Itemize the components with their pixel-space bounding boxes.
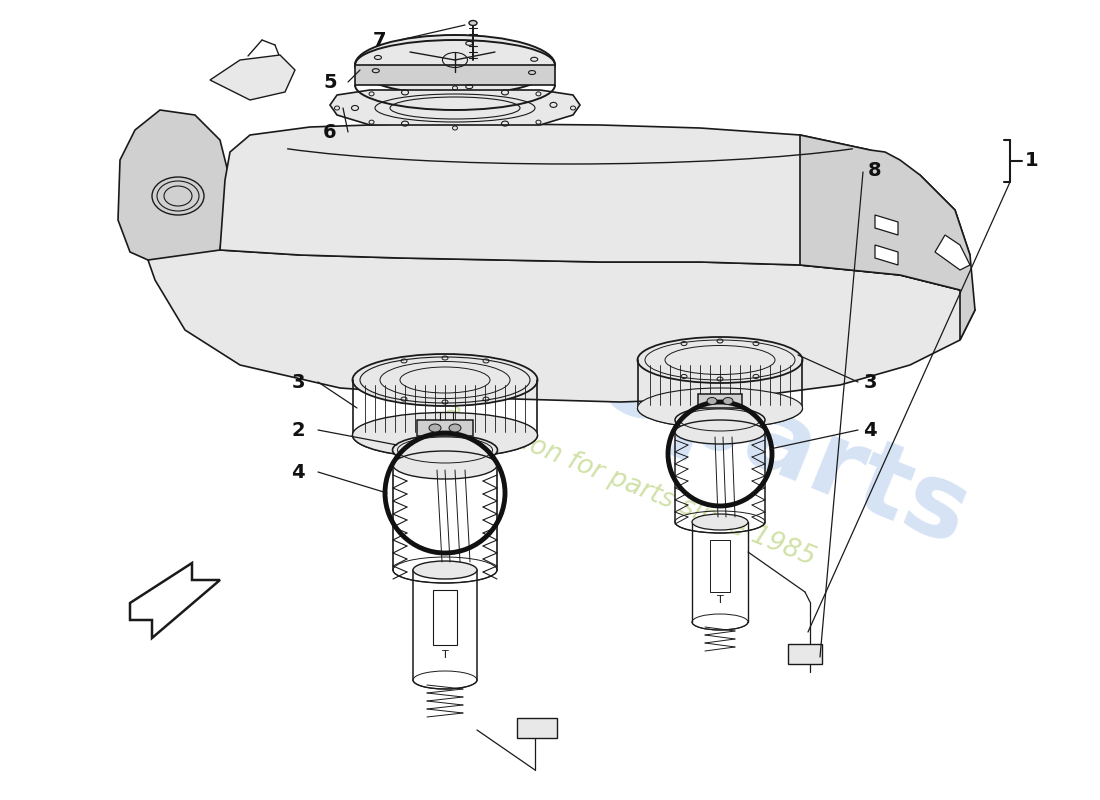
Ellipse shape	[675, 407, 764, 433]
Ellipse shape	[393, 451, 497, 479]
Text: 5: 5	[323, 73, 337, 91]
Text: 4: 4	[292, 462, 305, 482]
Text: 4: 4	[864, 421, 877, 439]
Ellipse shape	[393, 435, 497, 465]
Text: 1: 1	[1025, 151, 1038, 170]
Ellipse shape	[449, 424, 461, 432]
Ellipse shape	[355, 35, 556, 95]
Polygon shape	[130, 563, 220, 638]
Polygon shape	[148, 250, 975, 402]
Polygon shape	[935, 235, 970, 270]
Ellipse shape	[723, 398, 733, 405]
Ellipse shape	[352, 354, 538, 406]
Polygon shape	[417, 420, 473, 436]
Polygon shape	[210, 55, 295, 100]
Polygon shape	[874, 245, 898, 265]
Ellipse shape	[469, 21, 477, 26]
Ellipse shape	[412, 561, 477, 579]
Ellipse shape	[692, 514, 748, 530]
Text: 3: 3	[864, 373, 877, 391]
Polygon shape	[355, 65, 556, 85]
Ellipse shape	[638, 337, 803, 383]
Polygon shape	[330, 90, 580, 125]
Text: 7: 7	[373, 30, 387, 50]
Text: 2: 2	[292, 421, 305, 439]
Text: T: T	[716, 595, 724, 605]
Ellipse shape	[152, 177, 204, 215]
Ellipse shape	[675, 420, 764, 444]
Ellipse shape	[352, 413, 538, 458]
Polygon shape	[874, 215, 898, 235]
Text: T: T	[441, 650, 449, 660]
Polygon shape	[220, 124, 970, 290]
Text: 3: 3	[292, 373, 305, 391]
Polygon shape	[118, 110, 230, 260]
Text: 6: 6	[323, 122, 337, 142]
Polygon shape	[517, 718, 557, 738]
Text: 8: 8	[868, 161, 882, 179]
Polygon shape	[788, 644, 822, 664]
Polygon shape	[698, 394, 742, 408]
Text: eurOparts: eurOparts	[396, 252, 983, 568]
Polygon shape	[433, 590, 456, 645]
Ellipse shape	[429, 424, 441, 432]
Ellipse shape	[707, 398, 717, 405]
Polygon shape	[710, 540, 730, 592]
Ellipse shape	[638, 388, 803, 428]
Text: a passion for parts since 1985: a passion for parts since 1985	[440, 398, 820, 572]
Polygon shape	[800, 135, 975, 340]
